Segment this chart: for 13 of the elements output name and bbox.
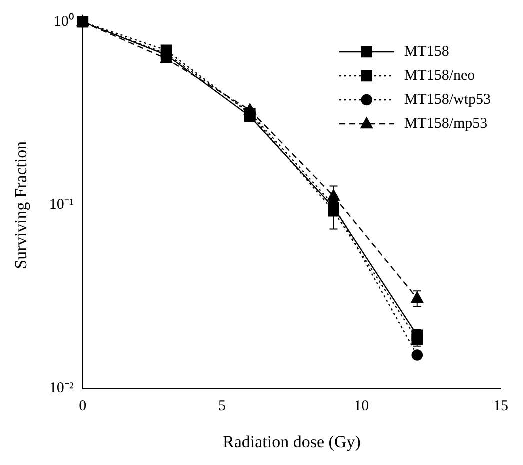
x-axis-title: Radiation dose (Gy) bbox=[223, 432, 361, 452]
legend-label: MT158/neo bbox=[404, 68, 476, 84]
x-tick-label: 10 bbox=[354, 398, 370, 415]
x-tick-label: 15 bbox=[494, 398, 508, 415]
legend-label: MT158/wtp53 bbox=[404, 92, 492, 108]
legend-label: MT158/mp53 bbox=[404, 116, 488, 132]
y-axis-title: Surviving Fraction bbox=[12, 140, 31, 270]
legend-label: MT158 bbox=[404, 44, 450, 60]
y-tick-label: 10⁻¹ bbox=[49, 197, 74, 214]
y-tick-label: 10⁻² bbox=[49, 380, 74, 397]
x-tick-label: 5 bbox=[218, 398, 226, 415]
y-tick-label: 10⁰ bbox=[54, 12, 74, 30]
x-tick-label: 0 bbox=[79, 398, 87, 415]
